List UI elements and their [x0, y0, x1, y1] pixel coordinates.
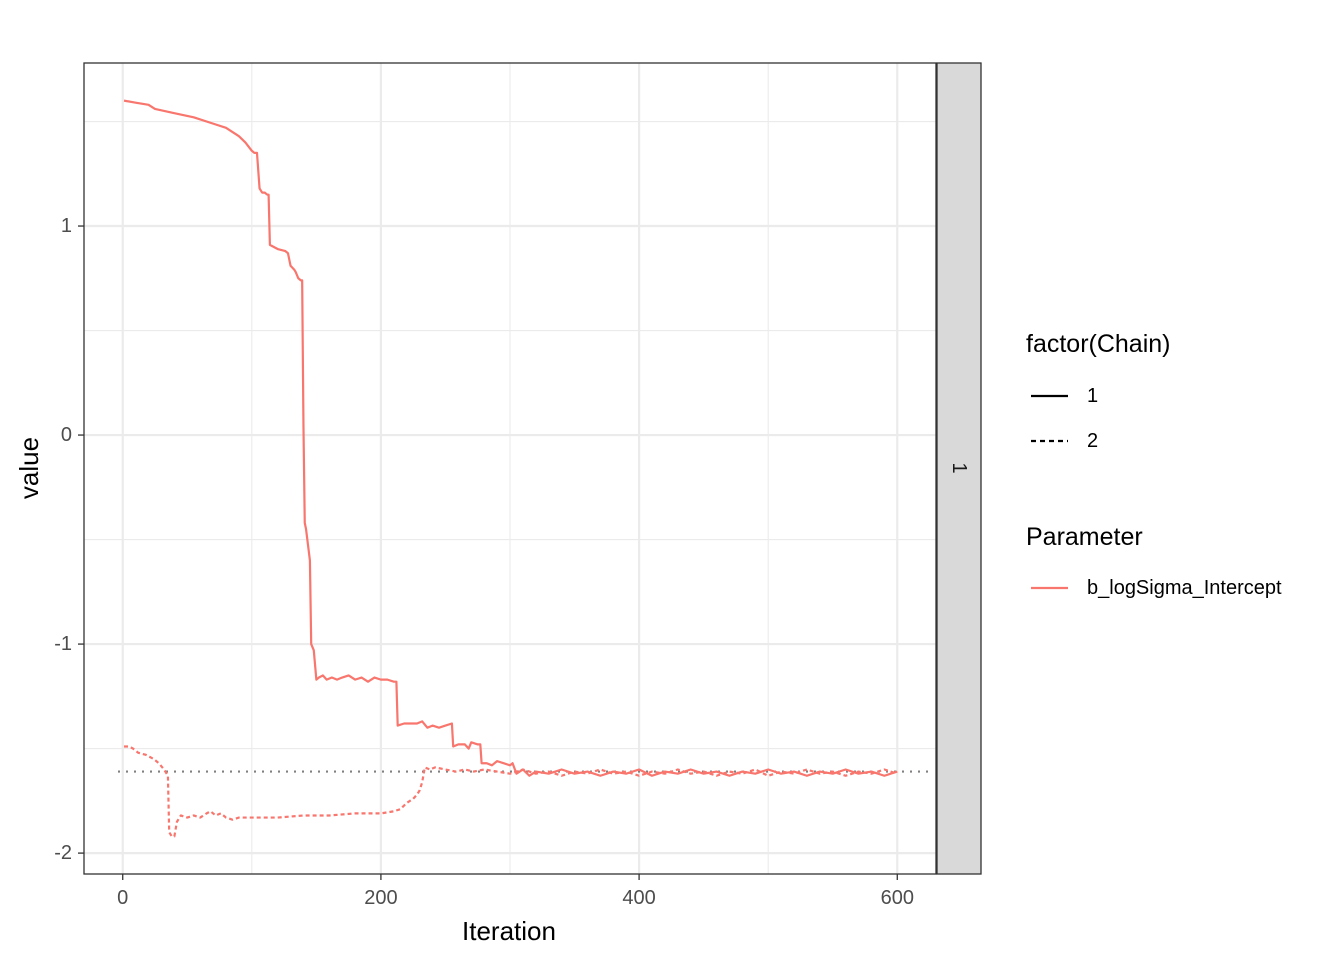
- series-chain-1: [123, 99, 898, 777]
- legend-parameter-label: b_logSigma_Intercept: [1087, 577, 1282, 599]
- x-axis-title: Iteration: [462, 916, 556, 946]
- facet-strip-label: 1: [948, 462, 970, 473]
- y-tick-label: 0: [61, 424, 72, 446]
- major-gridlines: [84, 63, 936, 874]
- legend-chain-label-1: 1: [1087, 385, 1098, 407]
- y-axis: 1 0 -1 -2: [54, 215, 84, 864]
- x-tick-label: 0: [117, 887, 128, 909]
- facet-strip: [936, 62, 982, 875]
- x-tick-label: 600: [881, 887, 914, 909]
- y-tick-label: -1: [54, 633, 72, 655]
- minor-gridlines: [84, 63, 936, 874]
- series-layer: [123, 99, 898, 838]
- y-tick-label: 1: [61, 215, 72, 237]
- panel-border: [83, 62, 937, 875]
- x-tick-label: 400: [622, 887, 655, 909]
- legend-chain-title: factor(Chain): [1026, 330, 1171, 358]
- x-tick-label: 200: [364, 887, 397, 909]
- y-tick-label: -2: [54, 842, 72, 864]
- x-axis: 0 200 400 600: [117, 874, 914, 909]
- legend-chain-label-2: 2: [1087, 430, 1098, 452]
- legend-chain: factor(Chain) 1 2: [1026, 330, 1171, 452]
- legend-parameter: Parameter b_logSigma_Intercept: [1026, 523, 1282, 599]
- y-axis-title: value: [14, 437, 44, 499]
- legend-parameter-title: Parameter: [1026, 523, 1143, 551]
